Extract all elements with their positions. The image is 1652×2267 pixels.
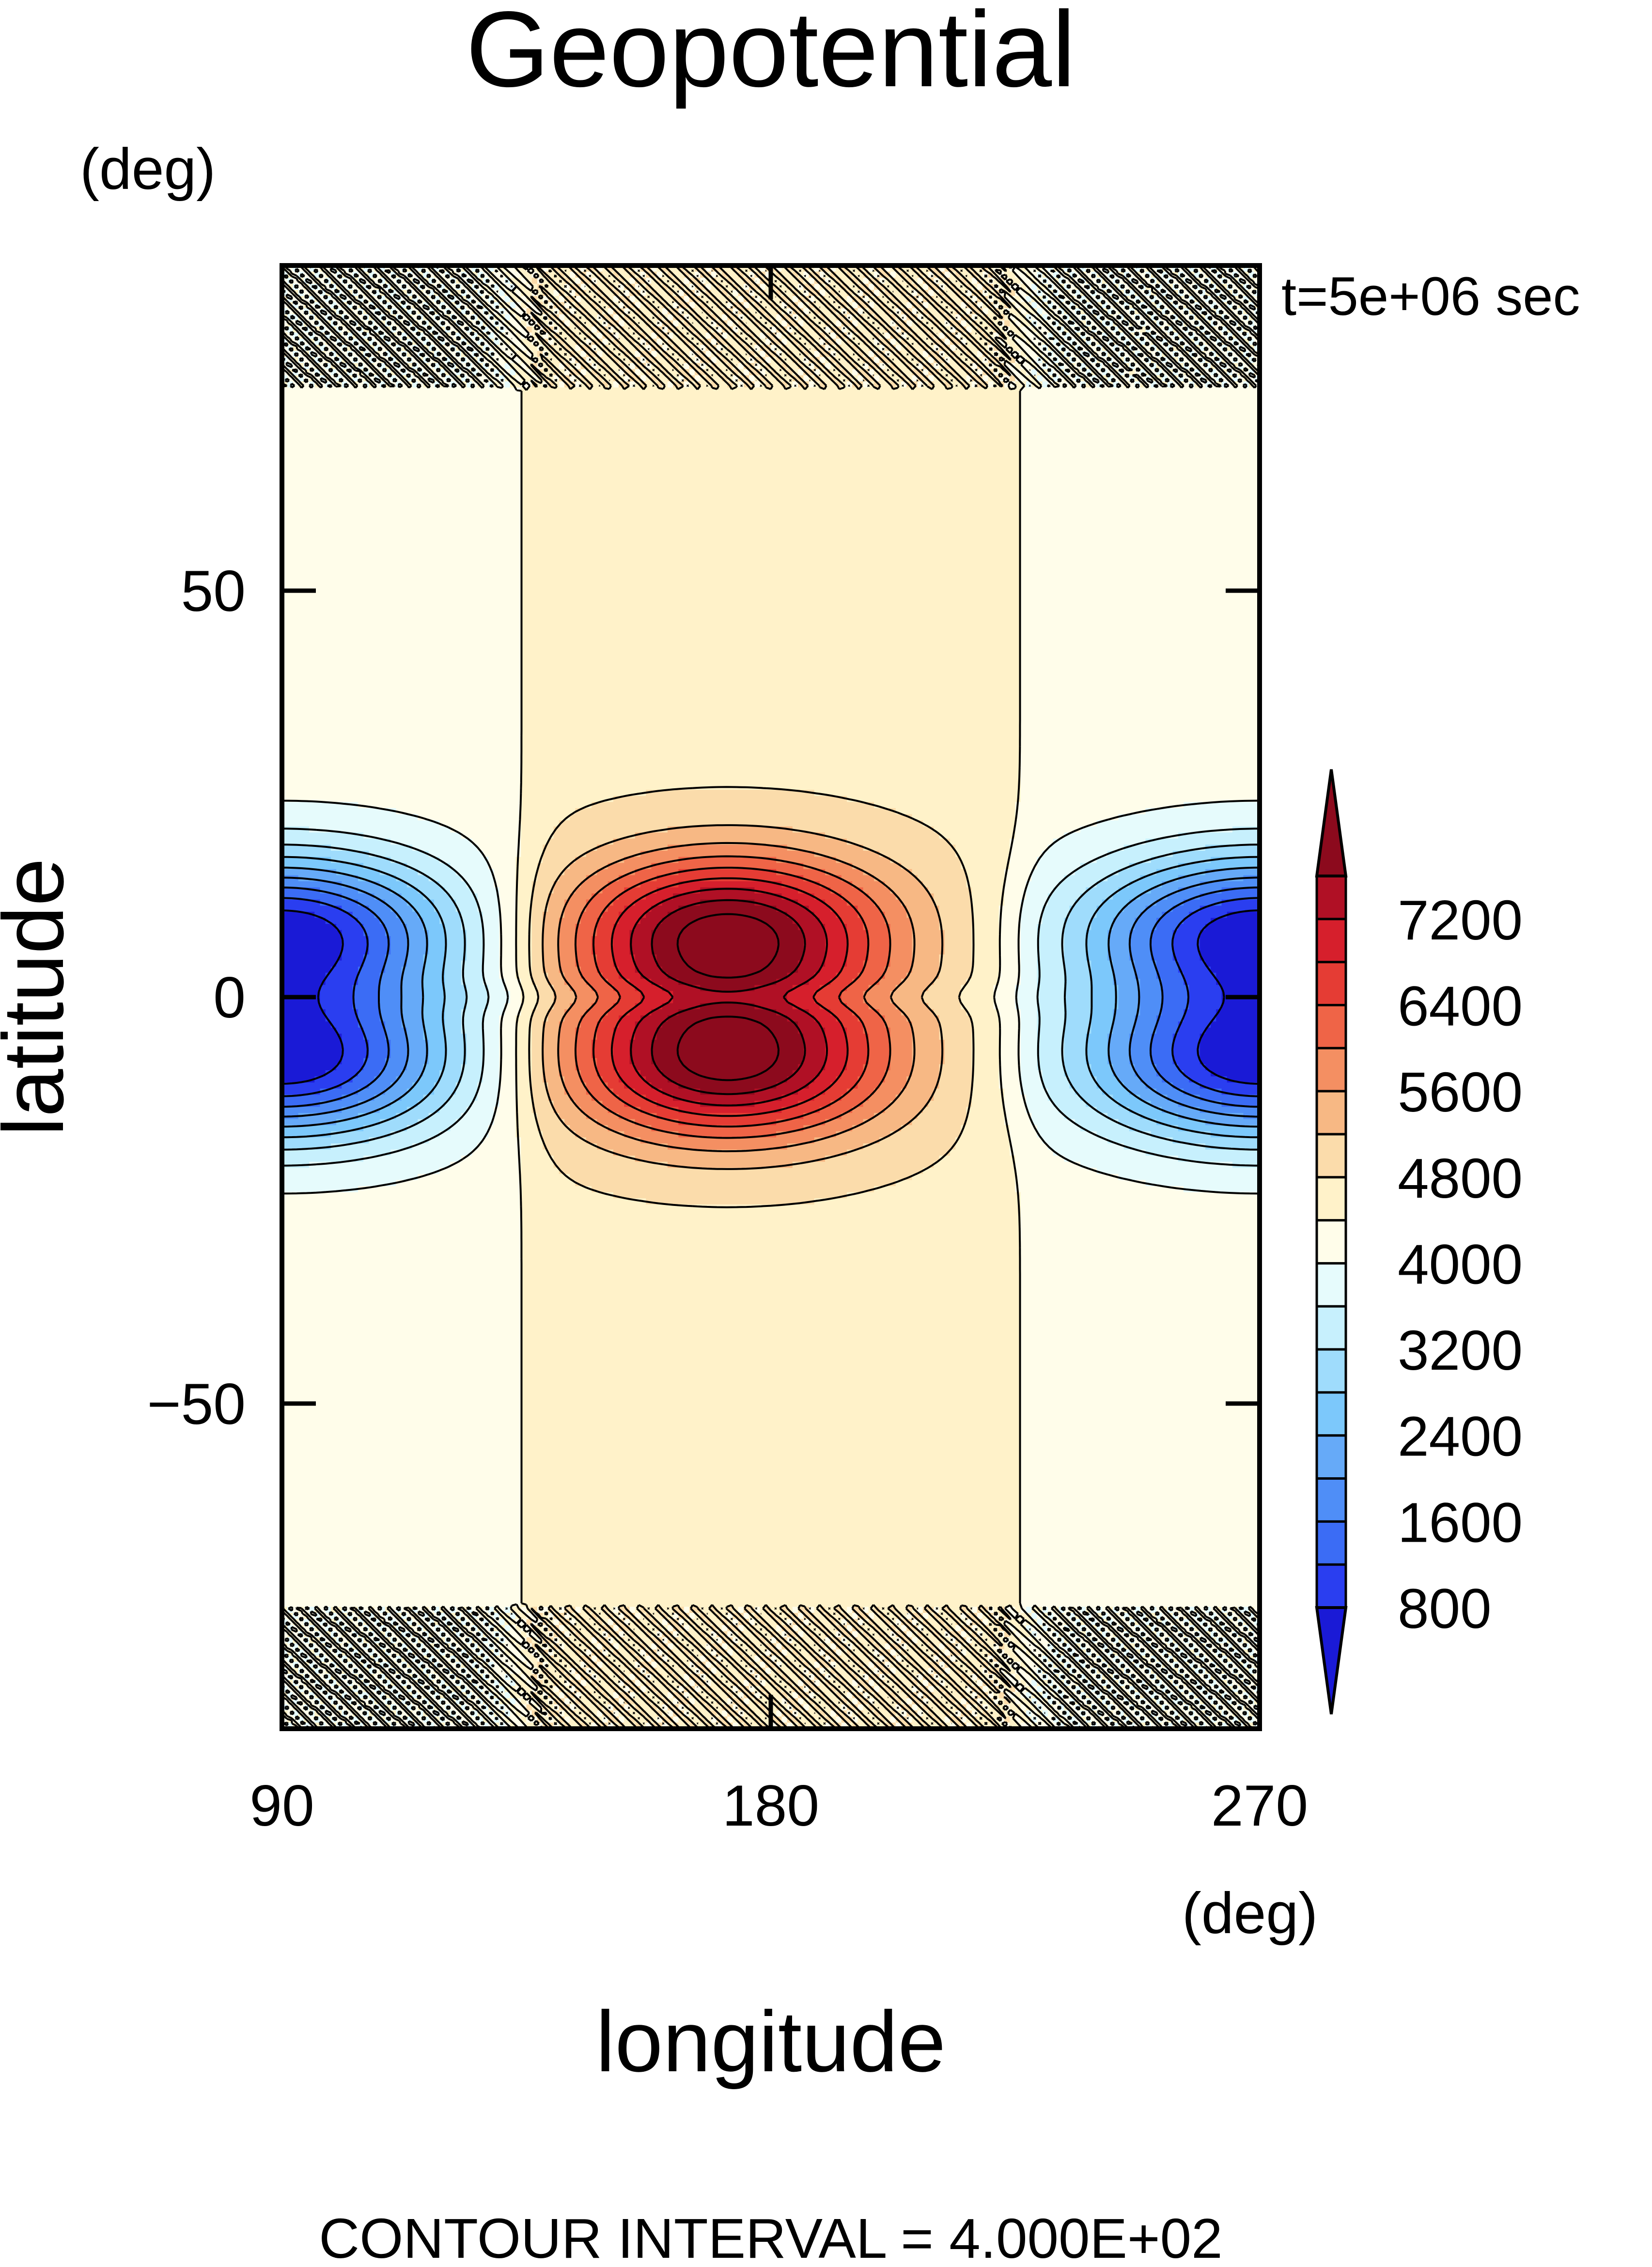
y-tick-label: 50 [181, 559, 246, 624]
colorbar-band [1317, 1349, 1346, 1392]
y-axis-unit: (deg) [80, 137, 216, 202]
colorbar-labels: 7200 6400 5600 4800 4000 3200 2400 1600 800 [1398, 889, 1523, 1640]
y-axis-label: latitude [0, 858, 81, 1136]
contour-interval-footer: CONTOUR INTERVAL = 4.000E+02 [319, 2207, 1222, 2267]
colorbar-label: 1600 [1398, 1491, 1523, 1554]
colorbar-label: 5600 [1398, 1061, 1523, 1124]
colorbar-band [1317, 1436, 1346, 1479]
colorbar-band [1317, 1392, 1346, 1436]
x-axis-label: longitude [596, 1993, 946, 2090]
colorbar-label: 800 [1398, 1577, 1492, 1640]
colorbar [1317, 769, 1346, 1714]
colorbar-band [1317, 1091, 1346, 1134]
y-tick-label: 0 [213, 965, 246, 1030]
colorbar-band [1317, 1134, 1346, 1177]
colorbar-band [1317, 919, 1346, 962]
chart-title: Geopotential [466, 0, 1076, 109]
colorbar-band [1317, 1177, 1346, 1220]
time-label: t=5e+06 sec [1281, 266, 1580, 327]
colorbar-label: 4000 [1398, 1233, 1523, 1296]
colorbar-band [1317, 1479, 1346, 1522]
colorbar-band [1317, 1005, 1346, 1048]
colorbar-label: 7200 [1398, 889, 1523, 952]
colorbar-label: 3200 [1398, 1319, 1523, 1382]
y-tick-label: −50 [147, 1372, 246, 1437]
colorbar-band [1317, 962, 1346, 1005]
colorbar-max-arrow [1317, 769, 1346, 876]
x-tick-label: 270 [1211, 1773, 1308, 1838]
contour-plot [282, 266, 1260, 1729]
colorbar-band [1317, 1048, 1346, 1091]
colorbar-label: 6400 [1398, 974, 1523, 1037]
colorbar-band [1317, 1220, 1346, 1264]
colorbar-band [1317, 1521, 1346, 1564]
colorbar-min-arrow [1317, 1608, 1346, 1714]
colorbar-label: 2400 [1398, 1405, 1523, 1468]
colorbar-band [1317, 876, 1346, 919]
colorbar-band [1317, 1564, 1346, 1608]
colorbar-label: 4800 [1398, 1147, 1523, 1210]
colorbar-band [1317, 1263, 1346, 1306]
x-tick-label: 180 [722, 1773, 819, 1838]
x-tick-label: 90 [249, 1773, 314, 1838]
colorbar-band [1317, 1306, 1346, 1349]
x-axis-unit: (deg) [1182, 1881, 1318, 1946]
